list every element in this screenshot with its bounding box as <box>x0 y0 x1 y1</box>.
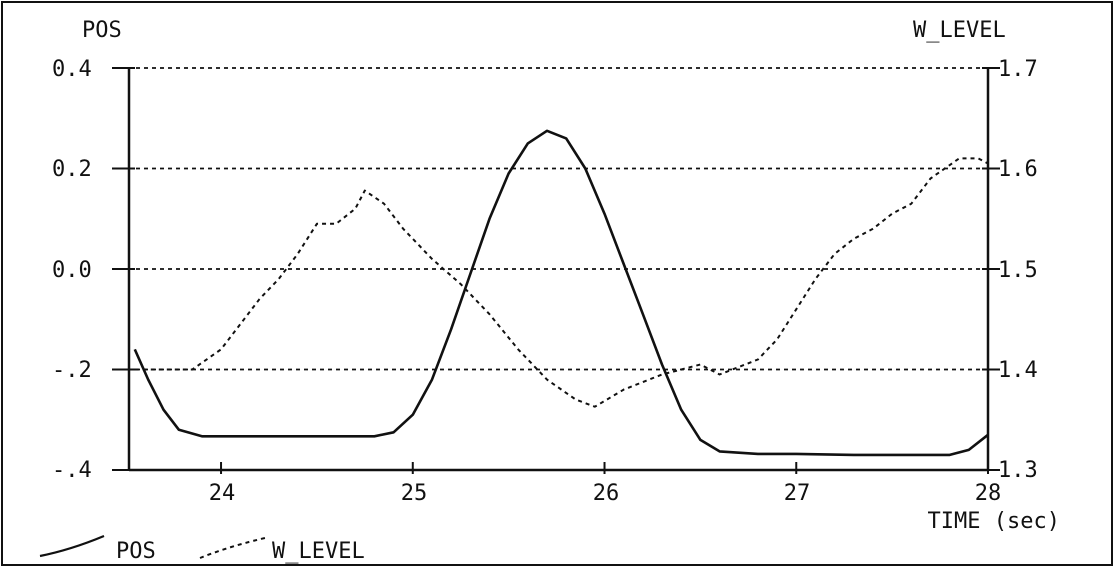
grid-lines <box>112 67 1000 371</box>
legend-label-pos: POS <box>116 539 156 564</box>
ticks <box>112 67 1000 474</box>
right-tick-label: 1.5 <box>998 258 1038 283</box>
x-tick-label: 24 <box>209 481 236 506</box>
legend-label-w-level: W_LEVEL <box>272 539 365 564</box>
left-tick-label: 0.2 <box>52 157 92 182</box>
right-tick-label: 1.6 <box>998 157 1038 182</box>
right-axis-title: W_LEVEL <box>913 18 1006 43</box>
series-line-w-level <box>134 157 989 408</box>
left-tick-label: 0.4 <box>52 57 92 82</box>
left-tick-label: -.2 <box>52 358 92 383</box>
left-tick-label: 0.0 <box>52 258 92 283</box>
legend: POS W_LEVEL <box>39 534 365 564</box>
x-axis-title: TIME (sec) <box>928 509 1060 534</box>
right-tick-label: 1.7 <box>998 57 1038 82</box>
series-lines <box>133 129 989 457</box>
x-tick-label: 26 <box>593 481 620 506</box>
series-line-pos <box>133 129 989 457</box>
right-tick-label: 1.3 <box>998 458 1038 483</box>
legend-swatch-pos <box>39 534 105 558</box>
legend-swatch-w-level <box>199 537 266 559</box>
left-axis-title: POS <box>82 18 122 43</box>
right-tick-label: 1.4 <box>998 358 1038 383</box>
left-tick-label: -.4 <box>52 458 92 483</box>
x-tick-label: 27 <box>784 481 811 506</box>
x-tick-label: 28 <box>975 481 1002 506</box>
x-tick-label: 25 <box>401 481 428 506</box>
